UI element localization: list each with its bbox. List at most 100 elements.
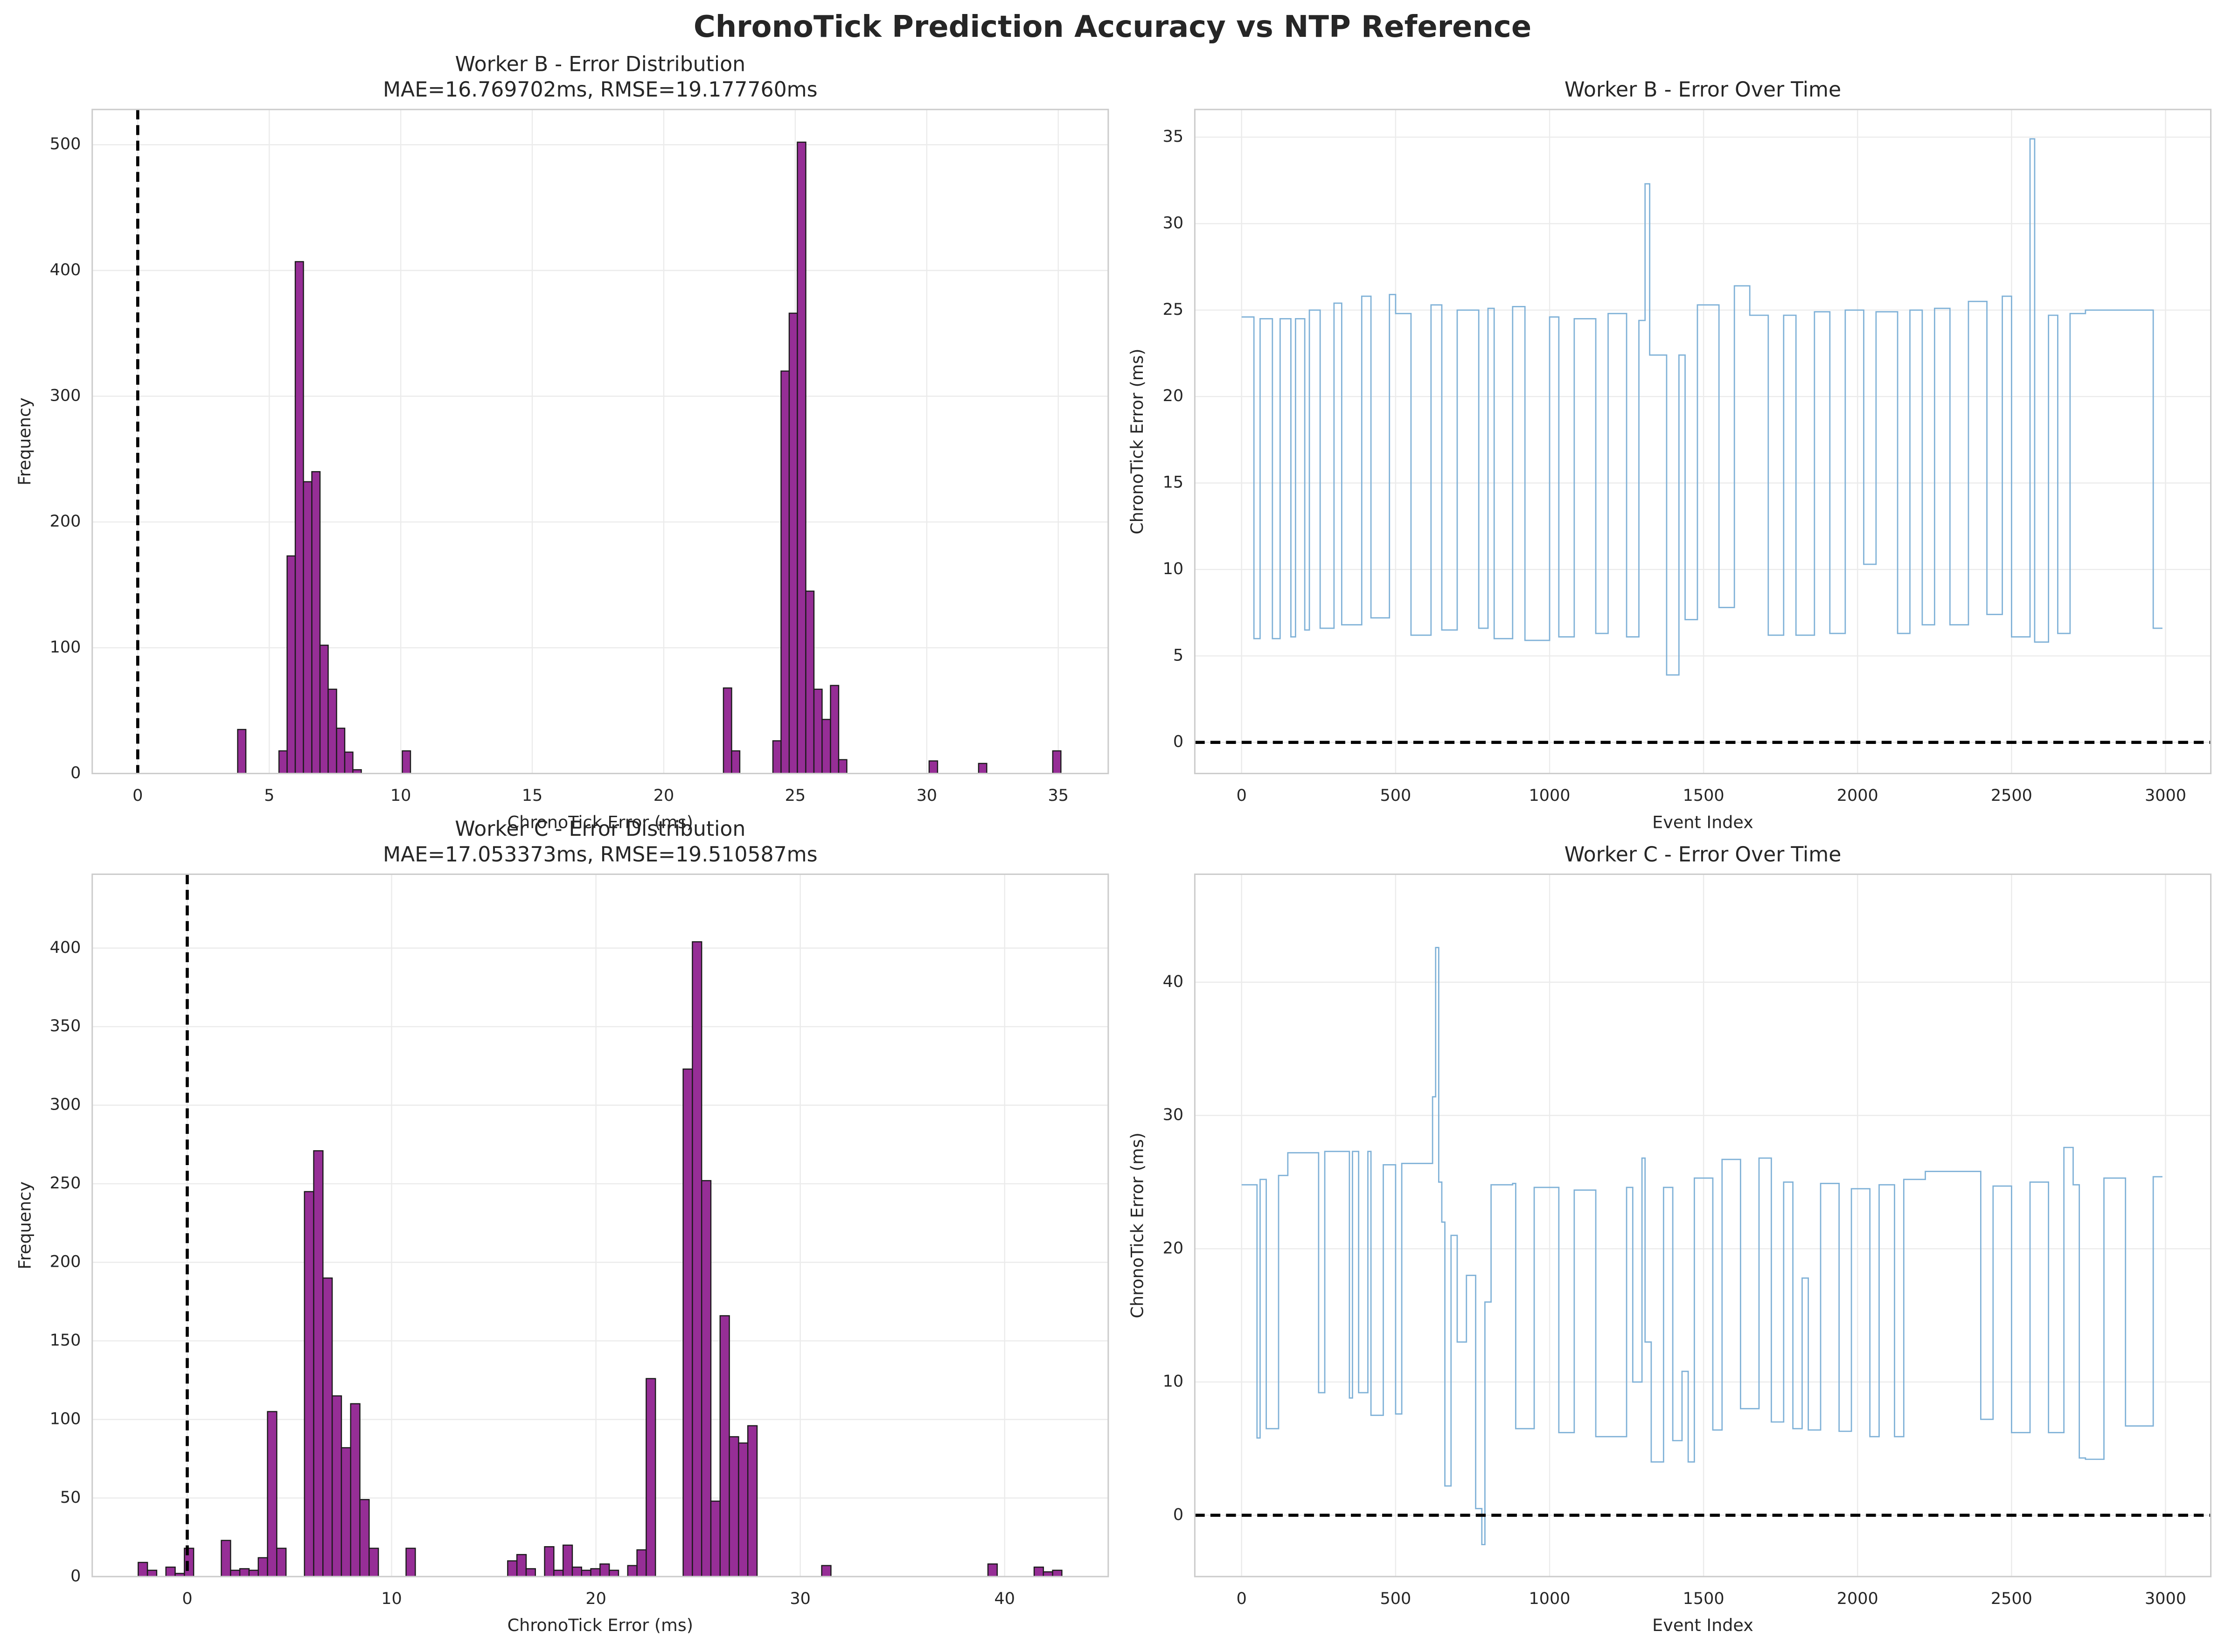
bar [1052,1569,1063,1577]
bar [507,1560,518,1577]
x-tick-label: 1000 [1529,1590,1571,1608]
bar [276,1548,287,1577]
bar [544,1546,555,1577]
chart-subtitle: MAE=16.769702ms, RMSE=19.177760ms [383,78,818,102]
x-tick-label: 2000 [1837,1590,1878,1608]
y-tick-label: 10 [1163,1372,1184,1391]
x-tick-label: 0 [132,786,143,805]
frame [1194,873,2212,1577]
frame [91,873,1109,1577]
y-tick-label: 10 [1163,560,1184,578]
bar [571,1566,582,1577]
bar [303,481,313,774]
y-tick-label: 40 [1163,972,1184,991]
bar [608,1569,619,1577]
y-axis-label: ChronoTick Error (ms) [1127,348,1147,534]
bar [627,1565,638,1577]
bar [327,688,337,774]
y-axis-label: Frequency [14,397,35,486]
bar [516,1554,527,1577]
plot-area [1195,874,2211,1577]
bar [286,555,296,774]
bar [369,1548,379,1577]
bar [311,471,321,774]
x-tick-label: 1000 [1529,786,1571,805]
y-tick-label: 200 [50,1253,81,1271]
bar [138,1562,148,1577]
x-tick-label: 5 [264,786,274,805]
chart-title: Worker C - Error Distribution [455,817,745,841]
bar [813,688,823,774]
bar [788,312,798,774]
bar [780,370,790,774]
plot-area [1195,109,2211,774]
x-axis-label: Event Index [1652,1615,1753,1635]
bar [313,1150,324,1577]
bar [341,1447,351,1577]
y-tick-label: 35 [1163,127,1184,146]
chart-title: Worker C - Error Over Time [1564,843,1842,867]
bar [821,719,831,774]
x-tick-label: 500 [1380,786,1411,805]
line [1241,947,2162,1546]
bar [838,759,848,774]
bar [731,750,741,774]
y-tick-label: 300 [50,1096,81,1114]
y-tick-label: 400 [50,261,81,279]
y-tick-label: 200 [50,512,81,531]
bar [402,750,411,774]
panel: 0 500 1000 1500 2000 2500 3000 0 10 20 30 40 Worker … [1127,843,2212,1635]
x-tick-label: 2000 [1837,786,1878,805]
bar [562,1544,573,1577]
bar [805,590,815,774]
x-tick-label: 40 [994,1590,1015,1608]
bar [710,1500,721,1577]
y-tick-label: 25 [1163,300,1184,319]
y-tick-label: 0 [1173,1506,1183,1524]
bar [1033,1566,1044,1577]
bar [723,687,732,774]
panel: 0 500 1000 1500 2000 2500 3000 0 5 10 15 20 25 30 35 Wo… [1127,78,2212,832]
y-tick-label: 5 [1173,646,1183,665]
plot [138,874,1063,1577]
bar [719,1315,730,1577]
bar [237,729,247,774]
bar [336,728,346,774]
bar [221,1540,231,1577]
bar [278,750,288,774]
bar [257,1557,268,1577]
x-tick-label: 0 [1237,1590,1247,1608]
bar [322,1277,333,1577]
bar [692,941,702,1577]
x-tick-label: 10 [390,786,411,805]
x-tick-label: 3000 [2145,1590,2186,1608]
bar [319,645,329,774]
bar [590,1568,601,1577]
bar [978,763,987,774]
y-tick-label: 500 [50,135,81,153]
y-tick-label: 250 [50,1174,81,1193]
line [1241,138,2162,676]
chart-subtitle: MAE=17.053373ms, RMSE=19.510587ms [383,843,818,867]
bar [331,1395,342,1577]
panel: 0 10 20 30 40050100150200250300350400Worker … [14,817,1109,1635]
plot-area [92,109,1108,774]
chart-title: Worker B - Error Over Time [1564,78,1841,102]
bar [599,1563,610,1577]
bar [701,1180,712,1577]
bar [797,141,807,774]
y-tick-label: 300 [50,387,81,405]
bar [646,1378,656,1577]
bar [525,1568,536,1577]
frame [1194,109,2212,774]
x-axis-label: ChronoTick Error (ms) [508,1615,693,1635]
x-tick-label: 500 [1380,1590,1411,1608]
bar [165,1566,176,1577]
bar [146,1569,158,1577]
bar [747,1425,758,1577]
bar [359,1499,370,1577]
bar [230,1569,241,1577]
x-tick-label: 25 [785,786,806,805]
panel: 0 5 10 15 20 25 30 35 0 100 200 300 400 500 Worker B -… [14,52,1109,832]
